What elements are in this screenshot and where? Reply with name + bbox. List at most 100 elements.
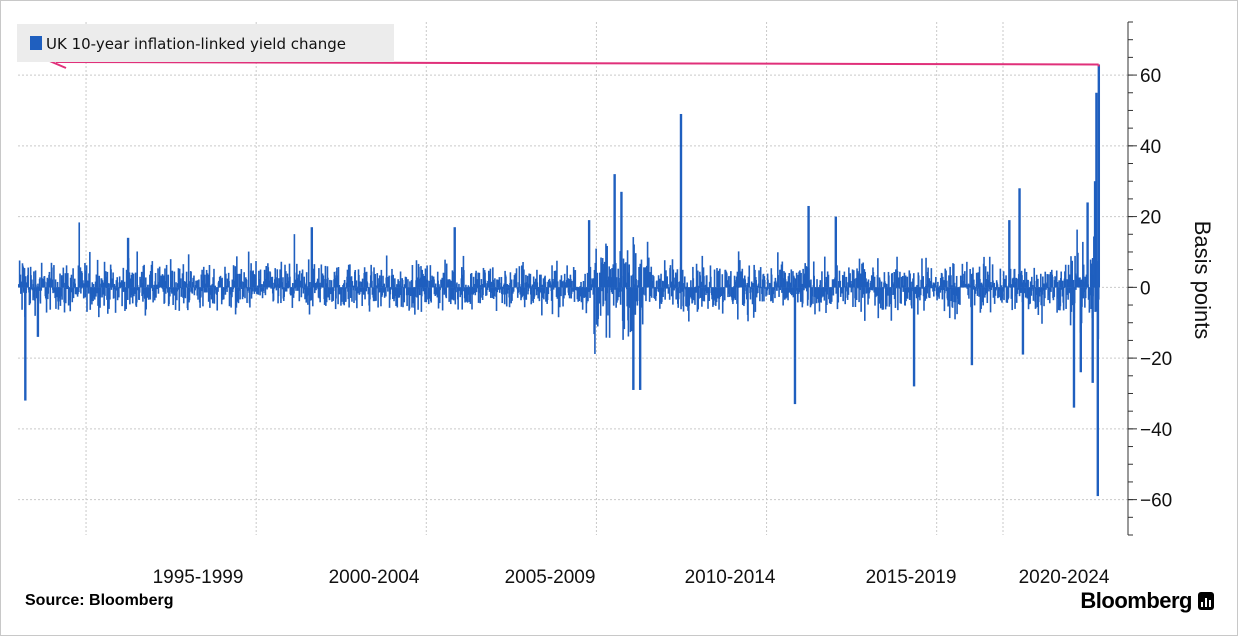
data-bar bbox=[205, 269, 208, 288]
data-bar bbox=[574, 287, 577, 291]
data-bar bbox=[879, 279, 881, 288]
legend: UK 10-year inflation-linked yield change bbox=[17, 24, 394, 62]
data-bar bbox=[1048, 274, 1050, 288]
data-bar bbox=[1070, 256, 1072, 288]
data-bar bbox=[777, 275, 780, 288]
data-bar bbox=[703, 276, 705, 288]
data-bar bbox=[794, 278, 797, 288]
data-bar bbox=[176, 287, 179, 292]
data-bar bbox=[305, 287, 308, 303]
data-bar bbox=[164, 285, 167, 288]
data-bar bbox=[1015, 287, 1017, 297]
data-bar bbox=[561, 281, 564, 288]
data-bar bbox=[841, 287, 844, 294]
data-bar bbox=[347, 264, 350, 288]
data-bar bbox=[149, 274, 151, 288]
data-bar bbox=[276, 283, 279, 288]
data-bar bbox=[753, 264, 755, 288]
data-bar bbox=[938, 287, 940, 299]
data-bar bbox=[1088, 287, 1091, 313]
data-bar bbox=[398, 287, 401, 298]
data-bar bbox=[891, 272, 893, 288]
data-bar bbox=[493, 287, 496, 297]
data-bar bbox=[784, 279, 787, 288]
data-bar bbox=[257, 287, 260, 295]
data-bar bbox=[612, 287, 615, 306]
data-bar bbox=[185, 271, 188, 288]
data-bar bbox=[476, 287, 479, 289]
data-bar bbox=[1027, 287, 1030, 310]
data-bar bbox=[472, 276, 475, 288]
data-bar bbox=[1093, 236, 1095, 288]
data-bar bbox=[409, 281, 411, 288]
data-bar bbox=[420, 266, 422, 288]
data-bar bbox=[122, 267, 125, 288]
data-bar bbox=[55, 287, 58, 294]
data-bar bbox=[510, 287, 513, 304]
data-bar bbox=[89, 287, 92, 301]
data-bar bbox=[943, 287, 946, 312]
data-bar bbox=[112, 272, 114, 288]
data-bar bbox=[797, 274, 800, 288]
data-bar bbox=[685, 287, 688, 307]
data-bar bbox=[256, 285, 259, 288]
data-bar bbox=[1064, 264, 1067, 288]
data-bar bbox=[337, 287, 339, 305]
data-bar bbox=[238, 273, 241, 288]
data-bar bbox=[672, 287, 674, 305]
data-bar bbox=[771, 287, 773, 301]
data-bar bbox=[701, 287, 704, 302]
data-bar bbox=[386, 284, 389, 288]
data-bar bbox=[296, 278, 299, 288]
data-bar bbox=[477, 287, 480, 303]
data-bar bbox=[721, 287, 723, 289]
data-bar bbox=[978, 287, 980, 297]
data-bar bbox=[540, 274, 542, 288]
spike-bar bbox=[1072, 287, 1076, 408]
data-bar bbox=[992, 280, 994, 288]
data-bar bbox=[355, 280, 358, 288]
data-bar bbox=[759, 267, 762, 288]
data-bar bbox=[597, 287, 600, 293]
data-bar bbox=[416, 279, 419, 288]
data-bar bbox=[446, 281, 448, 288]
data-bar bbox=[786, 281, 789, 288]
data-bar bbox=[225, 273, 227, 288]
data-bar bbox=[1059, 287, 1062, 307]
data-bar bbox=[858, 258, 861, 288]
data-bar bbox=[319, 287, 321, 303]
data-bar bbox=[203, 286, 205, 288]
data-bar bbox=[289, 276, 291, 288]
data-bar bbox=[158, 286, 160, 288]
data-bar bbox=[772, 287, 775, 291]
data-bar bbox=[346, 269, 349, 288]
data-bar bbox=[269, 285, 272, 288]
data-bar bbox=[886, 287, 888, 307]
data-bar bbox=[74, 287, 77, 295]
data-bar bbox=[200, 287, 203, 292]
data-bar bbox=[1000, 285, 1002, 288]
data-bar bbox=[915, 287, 918, 298]
data-bar bbox=[839, 280, 842, 288]
data-bar bbox=[298, 282, 300, 288]
data-bar bbox=[604, 277, 606, 288]
data-bar bbox=[862, 262, 864, 288]
data-bar bbox=[778, 287, 780, 297]
legend-box bbox=[17, 24, 394, 62]
data-bar bbox=[530, 287, 533, 301]
data-bar bbox=[1091, 258, 1094, 288]
data-bar bbox=[216, 287, 219, 311]
data-bar bbox=[775, 283, 777, 288]
data-bar bbox=[49, 281, 51, 288]
data-bar bbox=[539, 276, 542, 288]
data-bar bbox=[1039, 273, 1042, 288]
data-bar bbox=[823, 256, 826, 288]
data-bar bbox=[835, 287, 838, 294]
data-bar bbox=[1011, 287, 1013, 311]
data-bar bbox=[847, 282, 849, 288]
data-bar bbox=[258, 279, 261, 288]
data-bar bbox=[781, 278, 784, 288]
data-bar bbox=[33, 271, 35, 288]
data-bar bbox=[492, 267, 494, 288]
data-bar bbox=[527, 287, 530, 292]
